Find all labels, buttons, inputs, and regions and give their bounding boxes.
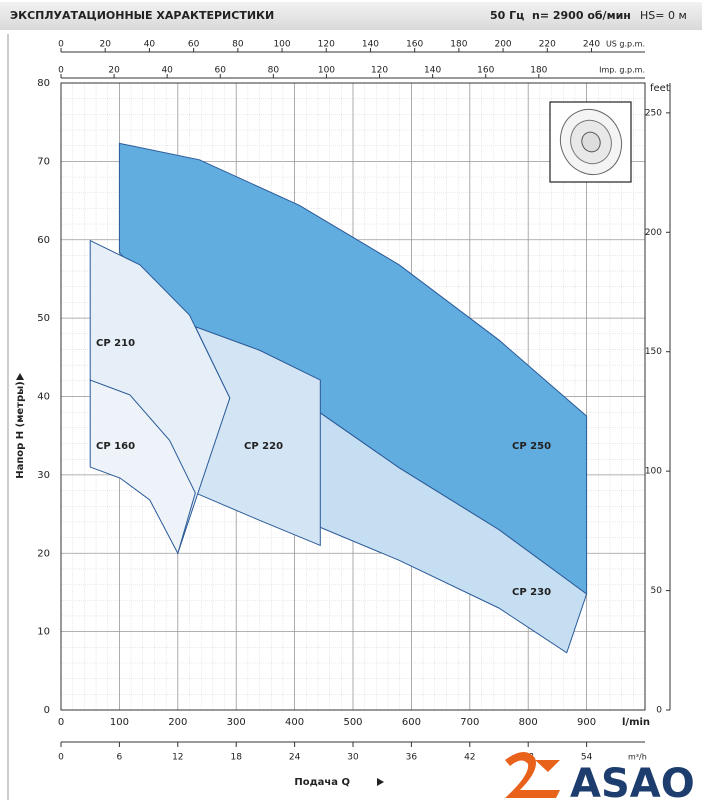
x-tick-label: 900 xyxy=(577,717,596,728)
top-axis-tick-label: 160 xyxy=(406,40,423,50)
x-unit: l/min xyxy=(622,717,650,728)
y2-tick-label: 0 xyxy=(656,706,662,716)
top-axis-label: US g.p.m. xyxy=(606,40,645,49)
arrow xyxy=(16,373,24,380)
top-axis-tick-label: 20 xyxy=(99,40,111,50)
top-axis-tick-label: 140 xyxy=(362,40,379,50)
top-axis-tick-label: 100 xyxy=(273,40,290,50)
y-axis-label: Напор H (метры) xyxy=(15,381,26,478)
y-tick-label: 70 xyxy=(37,156,50,167)
top-axis-tick-label: 0 xyxy=(58,40,64,50)
top-axis-tick-label: 180 xyxy=(450,40,467,50)
bottom-axis-tick-label: 36 xyxy=(406,753,418,763)
top-axis-tick-label: 60 xyxy=(188,40,200,50)
y2-axis-label: feet xyxy=(650,83,670,94)
top-axis-tick-label: 240 xyxy=(583,40,600,50)
y-tick-label: 50 xyxy=(37,313,50,324)
x-tick-label: 300 xyxy=(227,717,246,728)
y-tick-label: 0 xyxy=(44,705,50,716)
suction: HS= 0 м xyxy=(640,9,687,22)
x-tick-label: 200 xyxy=(168,717,187,728)
bottom-axis-tick-label: 0 xyxy=(58,753,64,763)
y2-tick-label: 50 xyxy=(651,586,663,596)
y2-tick-label: 200 xyxy=(645,228,662,238)
y-tick-label: 80 xyxy=(37,78,50,89)
x-tick-label: 100 xyxy=(110,717,129,728)
frequency: 50 Гц xyxy=(490,9,524,22)
pump-image xyxy=(549,101,632,183)
plot-border xyxy=(60,82,646,711)
region-label: CP 220 xyxy=(244,441,283,452)
top-axis-tick-label: 140 xyxy=(424,66,441,76)
header-bar xyxy=(0,2,702,30)
top-axis-tick-label: 20 xyxy=(108,66,120,76)
bottom-axis-tick-label: 42 xyxy=(464,753,475,763)
bottom-axis-tick-label: 12 xyxy=(172,753,183,763)
logo xyxy=(505,751,560,798)
region xyxy=(89,379,196,555)
top-axis-tick-label: 60 xyxy=(215,66,227,76)
x-tick-label: 400 xyxy=(285,717,304,728)
top-axis-tick-label: 0 xyxy=(58,66,64,76)
top-axis-tick-label: 40 xyxy=(161,66,173,76)
x-tick-label: 500 xyxy=(343,717,362,728)
arrow xyxy=(377,778,384,786)
y2-tick-label: 250 xyxy=(645,108,662,118)
top-axis-tick-label: 200 xyxy=(494,40,511,50)
bottom-axis-tick-label: 54 xyxy=(581,753,593,763)
bottom-axis-tick-label: 30 xyxy=(347,753,359,763)
top-axis-tick-label: 80 xyxy=(232,40,244,50)
y2-tick-label: 100 xyxy=(645,467,662,477)
x-axis-label: Подача Q xyxy=(294,777,350,788)
y-tick-label: 30 xyxy=(37,470,50,481)
y-tick-label: 40 xyxy=(37,392,50,403)
top-axis-tick-label: 160 xyxy=(477,66,494,76)
x-tick-label: 0 xyxy=(58,717,64,728)
bottom-axis-tick-label: 6 xyxy=(117,753,123,763)
top-axis-tick-label: 220 xyxy=(539,40,556,50)
plot: 0 100 200 300 400 500 600 700 800 900010203040506… xyxy=(37,40,671,763)
top-axis-label: Imp. g.p.m. xyxy=(599,66,645,75)
region-label: CP 250 xyxy=(512,441,551,452)
x-tick-label: 700 xyxy=(460,717,479,728)
y-tick-label: 20 xyxy=(37,548,50,559)
x-tick-label: 600 xyxy=(402,717,421,728)
header-title: ЭКСПЛУАТАЦИОННЫЕ ХАРАКТЕРИСТИКИ xyxy=(10,9,274,22)
top-axis-tick-label: 80 xyxy=(268,66,280,76)
region-label: CP 160 xyxy=(96,441,135,452)
region-label: CP 210 xyxy=(96,338,135,349)
logo-text: ASAO xyxy=(570,761,695,800)
region-label: CP 230 xyxy=(512,587,551,598)
top-axis-tick-label: 100 xyxy=(318,66,335,76)
y-tick-label: 10 xyxy=(37,627,50,638)
top-axis-tick-label: 120 xyxy=(371,66,388,76)
bottom-axis-label: m³/h xyxy=(628,753,647,762)
top-axis-tick-label: 120 xyxy=(318,40,335,50)
speed: n= 2900 об/мин xyxy=(532,9,631,22)
y2-tick-label: 150 xyxy=(645,347,662,357)
bottom-axis-tick-label: 24 xyxy=(289,753,301,763)
top-axis-tick-label: 40 xyxy=(144,40,156,50)
bottom-axis-tick-label: 18 xyxy=(230,753,242,763)
x-tick-label: 800 xyxy=(519,717,538,728)
top-axis-tick-label: 180 xyxy=(530,66,547,76)
y-tick-label: 60 xyxy=(37,235,50,246)
